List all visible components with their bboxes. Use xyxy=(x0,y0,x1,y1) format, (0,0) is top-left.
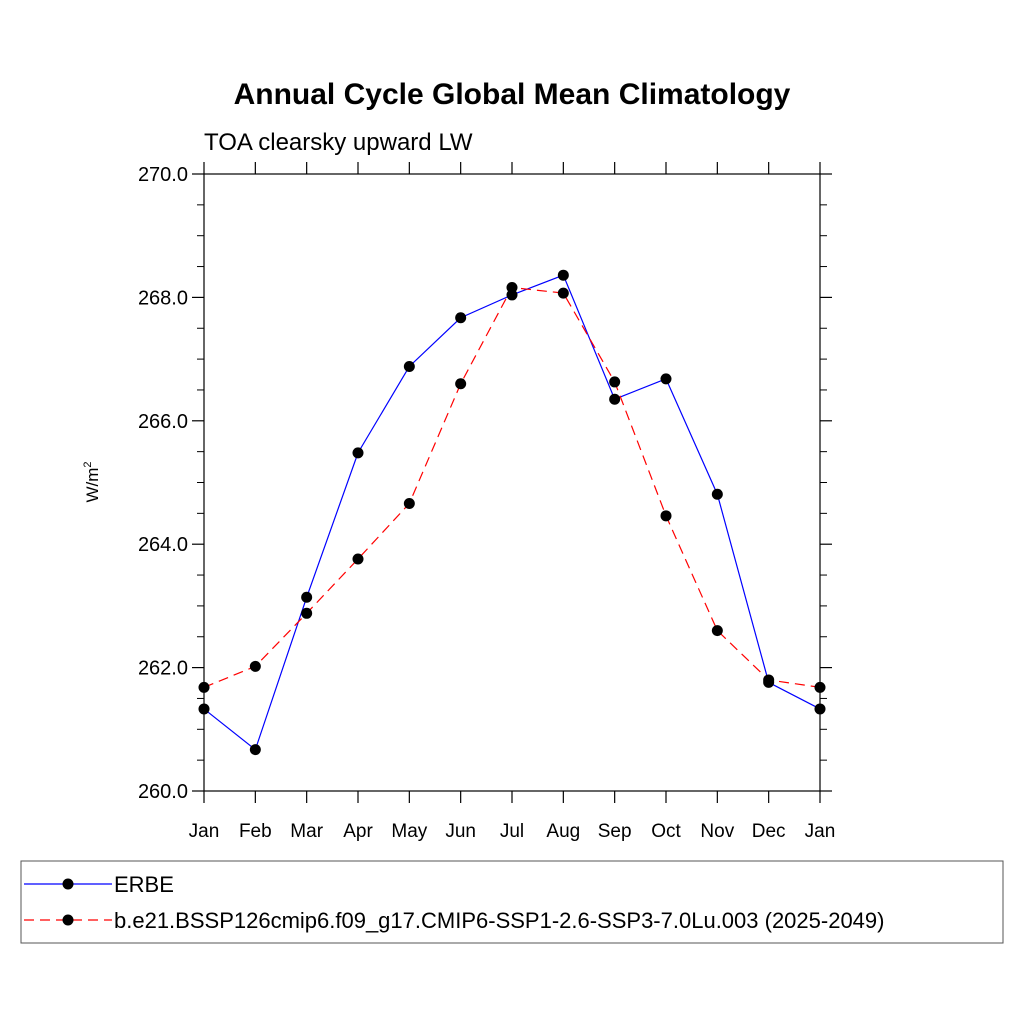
data-point xyxy=(557,287,569,299)
y-axis-label: W/m2 xyxy=(82,461,102,502)
y-tick-label: 260.0 xyxy=(138,781,188,803)
legend: ERBE b.e21.BSSP126cmip6.f09_g17.CMIP6-SSP… xyxy=(24,872,884,933)
y-tick-label: 264.0 xyxy=(138,534,188,556)
data-point xyxy=(301,607,313,619)
y-axis-label-text: W/m xyxy=(83,468,102,503)
series-line-1 xyxy=(203,274,821,751)
data-point xyxy=(660,510,672,522)
y-tick-label: 262.0 xyxy=(138,658,188,680)
axis-ticks xyxy=(192,162,832,803)
svg-text:W/m2: W/m2 xyxy=(82,461,102,502)
data-point xyxy=(352,553,364,565)
x-tick-label: Sep xyxy=(598,821,632,842)
data-point xyxy=(814,703,826,715)
y-tick-labels: 260.0 262.0 264.0 266.0 268.0 270.0 xyxy=(138,164,188,803)
series-layer xyxy=(198,269,826,756)
data-point xyxy=(455,312,467,324)
x-tick-label: Dec xyxy=(752,821,786,842)
data-point xyxy=(711,488,723,500)
x-tick-label: Mar xyxy=(290,821,323,842)
x-tick-label: Oct xyxy=(651,821,681,842)
data-point xyxy=(249,660,261,672)
data-point xyxy=(814,681,826,693)
plot-frame xyxy=(203,173,821,792)
legend-item-1: ERBE xyxy=(24,872,174,897)
data-point xyxy=(609,393,621,405)
chart-title: Annual Cycle Global Mean Climatology xyxy=(234,78,791,111)
data-point xyxy=(198,681,210,693)
legend-marker xyxy=(62,914,74,926)
x-tick-label: Nov xyxy=(700,821,734,842)
y-axis-label-sup: 2 xyxy=(82,461,94,467)
data-point xyxy=(660,373,672,385)
data-point xyxy=(301,591,313,603)
data-point xyxy=(403,361,415,373)
y-tick-label: 266.0 xyxy=(138,411,188,433)
legend-label: ERBE xyxy=(114,872,174,897)
data-point xyxy=(609,376,621,388)
x-tick-label: Jul xyxy=(500,821,524,842)
data-point xyxy=(403,497,415,509)
legend-label: b.e21.BSSP126cmip6.f09_g17.CMIP6-SSP1-2.… xyxy=(114,908,884,933)
legend-box xyxy=(20,860,1004,944)
y-tick-label: 268.0 xyxy=(138,287,188,309)
x-tick-label: Feb xyxy=(239,821,272,842)
data-point xyxy=(763,674,775,686)
series-markers-1 xyxy=(198,269,826,756)
x-tick-label: Jan xyxy=(805,821,836,842)
data-point xyxy=(711,625,723,637)
series-1 xyxy=(203,274,821,751)
chart-subtitle: TOA clearsky upward LW xyxy=(204,129,473,156)
data-point xyxy=(249,744,261,756)
x-tick-label: Jun xyxy=(445,821,476,842)
data-point xyxy=(506,282,518,294)
x-tick-label: Aug xyxy=(546,821,580,842)
legend-item-2: b.e21.BSSP126cmip6.f09_g17.CMIP6-SSP1-2.… xyxy=(24,908,884,933)
x-tick-label: May xyxy=(391,821,427,842)
legend-marker xyxy=(62,878,74,890)
data-point xyxy=(352,447,364,459)
series-markers-2 xyxy=(198,282,826,693)
data-point xyxy=(455,378,467,390)
x-tick-label: Jan xyxy=(189,821,220,842)
data-point xyxy=(198,703,210,715)
data-point xyxy=(557,269,569,281)
x-tick-label: Apr xyxy=(343,821,373,842)
x-tick-labels: Jan Feb Mar Apr May Jun Jul Aug Sep Oct Nov Dec Jan xyxy=(189,821,836,842)
y-tick-label: 270.0 xyxy=(138,164,188,186)
